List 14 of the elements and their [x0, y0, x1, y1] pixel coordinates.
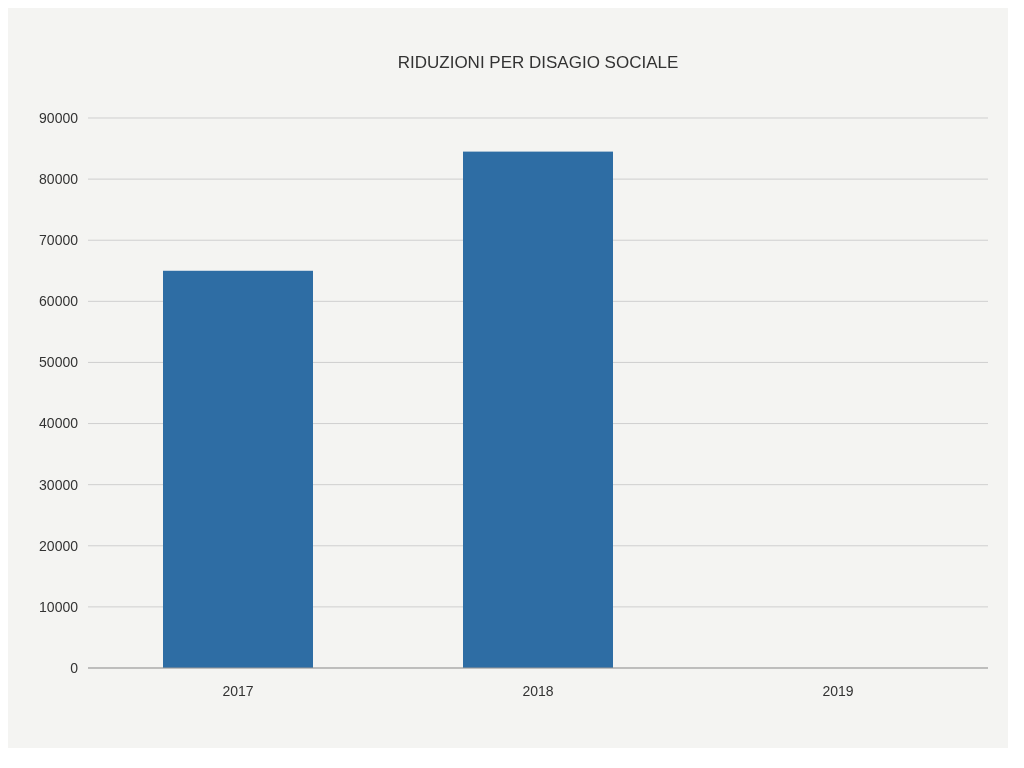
y-tick-label: 70000	[39, 232, 79, 249]
y-tick-label: 10000	[39, 598, 79, 615]
y-tick-label: 50000	[39, 354, 79, 371]
x-tick-label: 2017	[222, 683, 254, 699]
y-tick-label: 0	[70, 659, 79, 676]
x-tick-label: 2019	[822, 683, 854, 699]
y-tick-label: 90000	[39, 109, 79, 126]
x-tick-label: 2018	[522, 683, 554, 699]
chart-title: RIDUZIONI PER DISAGIO SOCIALE	[397, 53, 679, 72]
y-tick-label: 20000	[39, 537, 79, 554]
y-tick-label: 40000	[39, 415, 79, 432]
y-tick-label: 60000	[39, 293, 79, 310]
y-tick-label: 30000	[39, 476, 79, 493]
y-tick-label: 80000	[39, 171, 79, 188]
